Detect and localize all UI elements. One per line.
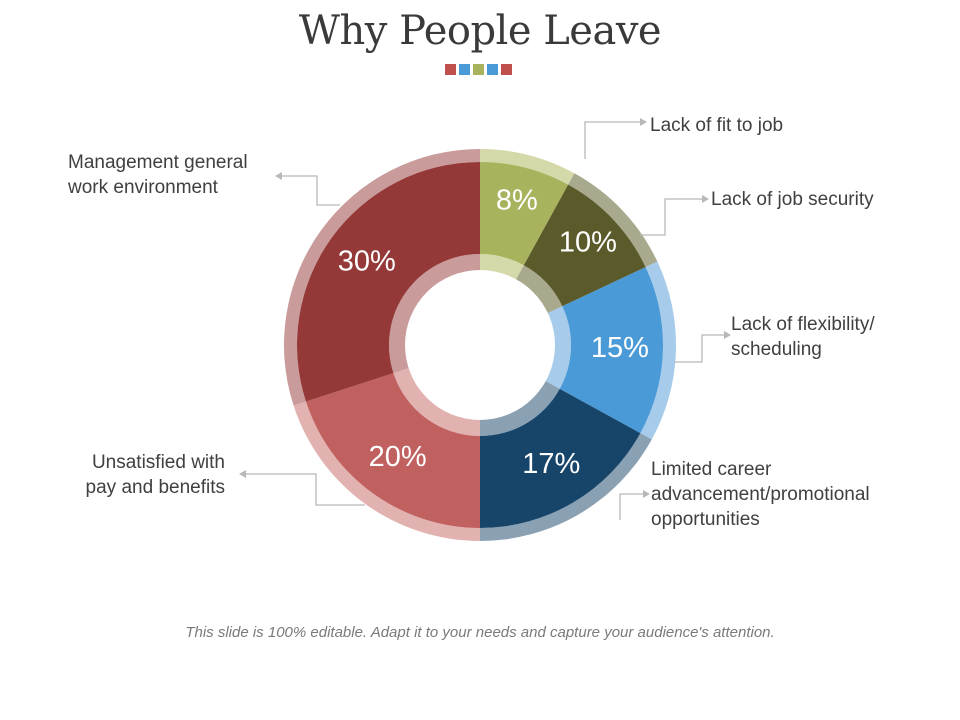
slice-5 (305, 373, 480, 528)
title-square (473, 64, 484, 75)
slice-value-label: 15% (591, 332, 649, 364)
slice-value-label: 30% (338, 245, 396, 277)
callout-line (675, 334, 724, 363)
category-label: advancement/promotional (651, 484, 870, 505)
callout-arrow (643, 490, 650, 498)
callout-arrow (239, 470, 246, 478)
slice-6 (297, 162, 480, 402)
callout-arrow (640, 118, 647, 126)
category-label: Unsatisfied with (92, 452, 225, 473)
slice-outer-rim (480, 433, 652, 541)
category-label: pay and benefits (86, 477, 225, 498)
slice-4 (480, 388, 641, 528)
category-label: Limited career (651, 459, 772, 480)
slice-value-label: 8% (496, 184, 538, 216)
callout-line (640, 198, 702, 236)
category-label: work environment (67, 177, 219, 198)
slice-1 (480, 162, 569, 266)
category-label: Management general (68, 152, 248, 173)
slice-value-label: 20% (369, 441, 427, 473)
footer-note: This slide is 100% editable. Adapt it to… (185, 624, 775, 641)
slice-outer-rim (293, 401, 480, 541)
title-square (487, 64, 498, 75)
slice-value-label: 10% (559, 226, 617, 258)
callout-arrow (275, 172, 282, 180)
donut-hole (405, 270, 555, 420)
category-label: Lack of fit to job (650, 115, 783, 136)
title-square (459, 64, 470, 75)
slice-3 (559, 267, 663, 434)
callout-arrow (724, 331, 731, 339)
callout-line (619, 493, 643, 520)
callout-arrow (702, 195, 709, 203)
title-square (445, 64, 456, 75)
category-label: opportunities (651, 509, 760, 530)
slice-inner-rim (510, 265, 563, 318)
title-decoration (445, 64, 512, 76)
slice-outer-rim (568, 173, 658, 268)
slide-title: Why People Leave (298, 8, 662, 54)
category-label: scheduling (731, 339, 822, 360)
callout-line (246, 473, 365, 506)
category-label: Lack of job security (711, 189, 874, 210)
slice-outer-rim (640, 261, 676, 440)
slice-2 (523, 184, 646, 307)
category-label: Lack of flexibility/ (731, 314, 875, 335)
callout-line (584, 121, 640, 159)
slice-value-label: 17% (522, 448, 580, 480)
callout-line (282, 175, 340, 206)
title-square (501, 64, 512, 75)
slice-outer-rim (480, 149, 575, 185)
